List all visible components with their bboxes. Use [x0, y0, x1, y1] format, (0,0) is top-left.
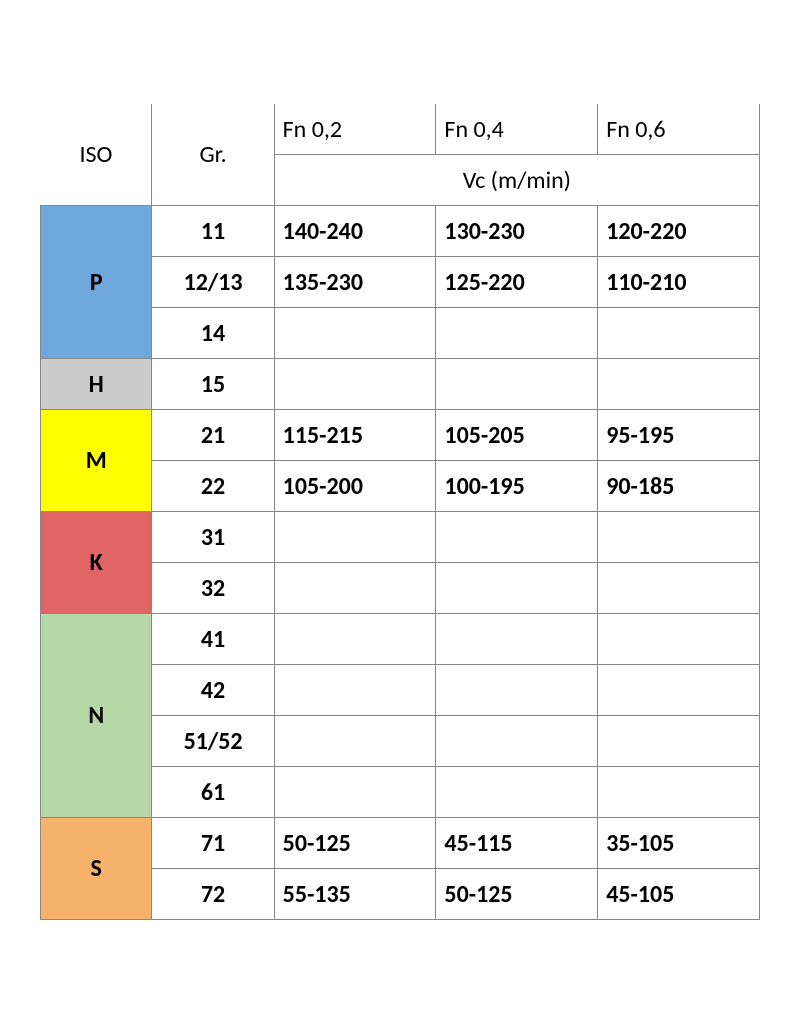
value-cell — [598, 512, 760, 563]
value-cell — [598, 767, 760, 818]
value-cell: 45-115 — [436, 818, 598, 869]
value-cell — [598, 716, 760, 767]
gr-cell: 11 — [152, 206, 274, 257]
value-cell: 50-125 — [274, 818, 436, 869]
value-cell — [274, 563, 436, 614]
value-cell: 130-230 — [436, 206, 598, 257]
header-vc: Vc (m/min) — [274, 155, 759, 206]
value-cell: 140-240 — [274, 206, 436, 257]
gr-cell: 12/13 — [152, 257, 274, 308]
value-cell — [436, 767, 598, 818]
value-cell: 55-135 — [274, 869, 436, 920]
value-cell: 125-220 — [436, 257, 598, 308]
value-cell — [598, 359, 760, 410]
gr-cell: 14 — [152, 308, 274, 359]
gr-cell: 21 — [152, 410, 274, 461]
header-iso: ISO — [41, 104, 152, 206]
value-cell — [436, 359, 598, 410]
gr-cell: 15 — [152, 359, 274, 410]
iso-cell-P: P — [41, 206, 152, 359]
table-row: M21115-215105-20595-195 — [41, 410, 760, 461]
gr-cell: 41 — [152, 614, 274, 665]
header-gr: Gr. — [152, 104, 274, 206]
value-cell: 50-125 — [436, 869, 598, 920]
gr-cell: 22 — [152, 461, 274, 512]
value-cell: 35-105 — [598, 818, 760, 869]
value-cell: 110-210 — [598, 257, 760, 308]
cutting-speed-table: ISO Gr. Fn 0,2 Fn 0,4 Fn 0,6 Vc (m/min) … — [40, 104, 760, 920]
value-cell — [274, 665, 436, 716]
value-cell — [436, 308, 598, 359]
value-cell — [436, 716, 598, 767]
value-cell: 120-220 — [598, 206, 760, 257]
value-cell — [598, 665, 760, 716]
value-cell — [436, 512, 598, 563]
iso-cell-H: H — [41, 359, 152, 410]
value-cell — [598, 563, 760, 614]
value-cell — [274, 308, 436, 359]
iso-cell-M: M — [41, 410, 152, 512]
gr-cell: 51/52 — [152, 716, 274, 767]
table-row: K31 — [41, 512, 760, 563]
value-cell — [436, 614, 598, 665]
value-cell — [274, 614, 436, 665]
value-cell — [598, 614, 760, 665]
header-fn02: Fn 0,2 — [274, 104, 436, 155]
gr-cell: 31 — [152, 512, 274, 563]
value-cell — [436, 665, 598, 716]
value-cell: 100-195 — [436, 461, 598, 512]
value-cell: 45-105 — [598, 869, 760, 920]
value-cell: 135-230 — [274, 257, 436, 308]
value-cell: 115-215 — [274, 410, 436, 461]
table-row: S7150-12545-11535-105 — [41, 818, 760, 869]
value-cell: 90-185 — [598, 461, 760, 512]
gr-cell: 72 — [152, 869, 274, 920]
gr-cell: 32 — [152, 563, 274, 614]
value-cell — [598, 308, 760, 359]
header-fn04: Fn 0,4 — [436, 104, 598, 155]
value-cell: 95-195 — [598, 410, 760, 461]
gr-cell: 42 — [152, 665, 274, 716]
value-cell — [274, 767, 436, 818]
table-row: H15 — [41, 359, 760, 410]
iso-cell-N: N — [41, 614, 152, 818]
gr-cell: 61 — [152, 767, 274, 818]
gr-cell: 71 — [152, 818, 274, 869]
header-fn06: Fn 0,6 — [598, 104, 760, 155]
iso-cell-K: K — [41, 512, 152, 614]
table-row: P11140-240130-230120-220 — [41, 206, 760, 257]
value-cell: 105-205 — [436, 410, 598, 461]
table-row: N41 — [41, 614, 760, 665]
value-cell — [274, 716, 436, 767]
value-cell — [436, 563, 598, 614]
value-cell — [274, 512, 436, 563]
value-cell — [274, 359, 436, 410]
value-cell: 105-200 — [274, 461, 436, 512]
iso-cell-S: S — [41, 818, 152, 920]
